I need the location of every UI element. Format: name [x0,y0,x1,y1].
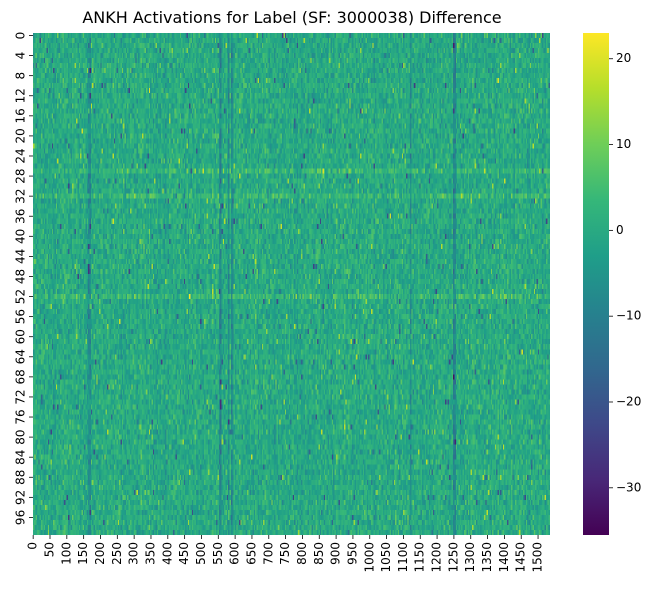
x-tick-label: 300 [127,542,141,565]
y-tick-label: 44 [14,249,28,264]
x-axis: 0 50 100 150 200 250 300 350 400 450 500 550 600 650 7… [26,535,545,573]
heatmap-cells [33,33,550,535]
x-tick-label: 850 [312,542,326,565]
x-tick-label: 400 [160,542,174,565]
y-tick-label: 8 [14,72,28,80]
y-tick-label: 36 [14,209,28,224]
colorbar-tick-label: −30 [616,480,641,494]
x-tick-label: 950 [345,542,359,565]
y-tick-label: 20 [14,128,28,143]
y-tick-label: 24 [14,148,28,163]
y-tick-label: 28 [14,168,28,183]
x-tick-label: 1000 [362,542,376,573]
y-tick-label: 40 [14,229,28,244]
x-tick-label: 1500 [531,542,545,573]
x-tick-label: 600 [228,542,242,565]
x-tick-label: 200 [93,542,107,565]
x-tick-label: 450 [177,542,191,565]
chart-title: ANKH Activations for Label (SF: 3000038)… [82,8,501,27]
x-tick-label: 1450 [514,542,528,573]
x-tick-label: 1050 [379,542,393,573]
x-tick-label: 1150 [413,542,427,573]
x-tick-label: 700 [261,542,275,565]
x-tick-label: 550 [211,542,225,565]
colorbar-tick-label: 0 [616,223,624,237]
x-tick-label: 1300 [463,542,477,573]
y-tick-label: 52 [14,289,28,304]
y-tick-label: 68 [14,369,28,384]
y-tick-label: 72 [14,389,28,404]
x-tick-label: 500 [194,542,208,565]
x-tick-label: 50 [42,542,56,557]
colorbar-gradient [583,33,609,535]
y-tick-label: 4 [14,52,28,60]
y-tick-label: 56 [14,309,28,324]
x-tick-label: 100 [59,542,73,565]
x-tick-label: 250 [110,542,124,565]
heatmap-plot-area [33,33,550,535]
y-tick-label: 96 [14,510,28,525]
y-tick-label: 32 [14,189,28,204]
x-tick-label: 750 [278,542,292,565]
colorbar-tick-label: 10 [616,137,631,151]
y-tick-label: 48 [14,269,28,284]
x-tick-label: 800 [295,542,309,565]
y-tick-label: 60 [14,329,28,344]
y-tick-label: 16 [14,108,28,123]
y-tick-label: 80 [14,429,28,444]
x-tick-label: 350 [143,542,157,565]
x-tick-label: 1400 [497,542,511,573]
x-tick-label: 650 [244,542,258,565]
x-tick-label: 1100 [396,542,410,573]
y-tick-label: 84 [14,450,28,465]
x-tick-label: 150 [76,542,90,565]
y-tick-label: 92 [14,490,28,505]
y-tick-label: 12 [14,88,28,103]
x-tick-label: 0 [26,542,40,550]
y-tick-label: 76 [14,409,28,424]
colorbar-tick-label: −20 [616,394,641,408]
x-tick-label: 1350 [480,542,494,573]
y-tick-label: 88 [14,470,28,485]
colorbar-tick-label: 20 [616,51,631,65]
colorbar-tick-label: −10 [616,309,641,323]
x-tick-label: 1250 [446,542,460,573]
y-tick-label: 0 [14,32,28,40]
x-tick-label: 1200 [430,542,444,573]
y-tick-label: 64 [14,349,28,364]
x-tick-label: 900 [329,542,343,565]
colorbar: 20 10 0 −10 −20 −30 [583,33,641,535]
y-axis: 0481216202428323640444852566064687276808… [14,32,33,525]
